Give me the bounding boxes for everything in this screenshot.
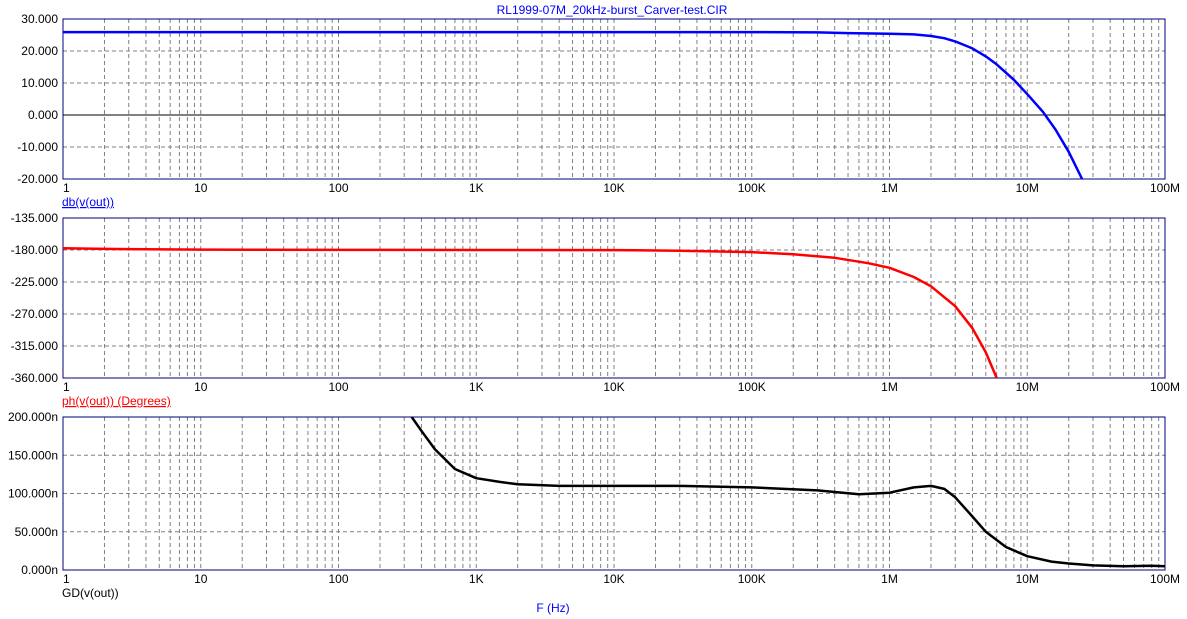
x-tick-label: 10K (603, 572, 624, 586)
y-tick-label: 100.000n (8, 487, 58, 501)
plot-frame (62, 416, 1166, 571)
x-tick-label: 100K (738, 181, 766, 195)
x-tick-label: 100K (738, 572, 766, 586)
y-tick-label: 20.000 (21, 44, 58, 58)
x-tick-label: 100M (1150, 181, 1180, 195)
panel-series-label: db(v(out)) (62, 195, 114, 209)
y-tick-label: 150.000n (8, 448, 58, 462)
x-tick-label: 1M (881, 181, 898, 195)
x-tick-label: 10M (1016, 572, 1039, 586)
panel-series-label: ph(v(out)) (Degrees) (62, 394, 171, 408)
y-tick-label: -135.000 (11, 211, 59, 225)
x-tick-label: 10M (1016, 380, 1039, 394)
x-tick-label: 1K (469, 181, 484, 195)
panel-2: -135.000 -180.000 -225.000 -270.000 -315.000… (11, 211, 1180, 408)
x-tick-label: 1K (469, 380, 484, 394)
y-tick-label: -20.000 (17, 172, 58, 186)
x-tick-label: 1M (881, 380, 898, 394)
x-tick-label: 100 (328, 380, 348, 394)
x-tick-label: 100K (738, 380, 766, 394)
y-tick-label: 0.000n (21, 563, 58, 577)
plot-frame (62, 217, 1166, 379)
y-tick-label: -10.000 (17, 140, 58, 154)
x-tick-label: 10 (194, 572, 208, 586)
x-tick-label: 1 (63, 572, 70, 586)
x-tick-label: 100 (328, 572, 348, 586)
x-tick-label: 10 (194, 380, 208, 394)
y-tick-label: -360.000 (11, 371, 59, 385)
x-tick-label: 10M (1016, 181, 1039, 195)
x-tick-label: 1 (63, 380, 70, 394)
x-tick-label: 1M (881, 572, 898, 586)
series-line (63, 246, 998, 378)
y-tick-label: 0.000 (28, 108, 58, 122)
y-tick-label: -180.000 (11, 243, 59, 257)
y-tick-label: 50.000n (15, 525, 58, 539)
panel-3: 200.000n 150.000n 100.000n 50.000n 0.000n 1 10… (8, 410, 1180, 600)
chart-title: RL1999-07M_20kHz-burst_Carver-test.CIR (497, 3, 728, 17)
panel-1: 30.000 20.000 10.000 0.000 -10.000 -20.000 1 10… (17, 12, 1180, 209)
y-tick-label: -315.000 (11, 339, 59, 353)
x-tick-label: 10 (194, 181, 208, 195)
x-tick-label: 10K (603, 181, 624, 195)
x-tick-label: 100M (1150, 572, 1180, 586)
x-tick-label: 100M (1150, 380, 1180, 394)
y-tick-label: 30.000 (21, 12, 58, 26)
panel-series-label: GD(v(out)) (62, 586, 119, 600)
y-tick-label: -270.000 (11, 307, 59, 321)
x-tick-label: 1K (469, 572, 484, 586)
series-line (410, 417, 1165, 568)
plot-frame (62, 18, 1166, 180)
series-line (63, 30, 1084, 179)
x-tick-label: 100 (328, 181, 348, 195)
x-axis-label: F (Hz) (536, 601, 569, 615)
x-tick-label: 1 (63, 181, 70, 195)
y-tick-label: 10.000 (21, 76, 58, 90)
y-tick-label: 200.000n (8, 410, 58, 424)
x-tick-label: 10K (603, 380, 624, 394)
y-tick-label: -225.000 (11, 275, 59, 289)
